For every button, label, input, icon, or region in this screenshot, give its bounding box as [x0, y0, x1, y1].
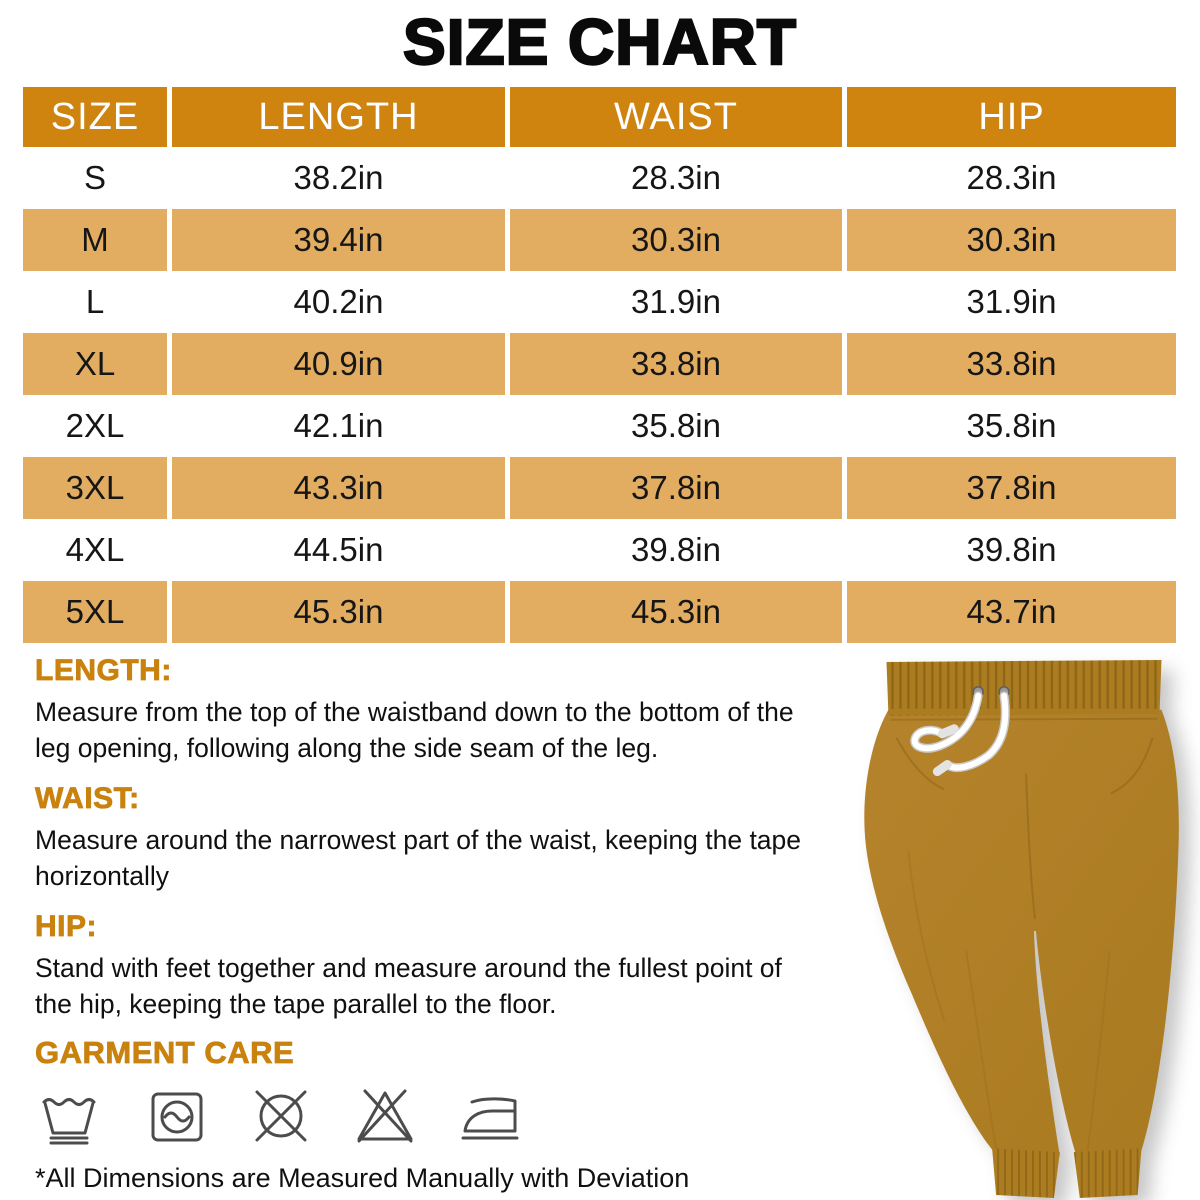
table-cell: 31.9in	[966, 283, 1057, 320]
table-cell: 45.3in	[510, 581, 842, 643]
table-cell: XL	[23, 333, 167, 395]
table-cell: 43.3in	[172, 457, 505, 519]
table-cell: 45.3in	[172, 581, 505, 643]
table-header-cell: HIP	[847, 87, 1176, 147]
length-description: Measure from the top of the waistband do…	[35, 697, 794, 763]
table-cell: 44.5in	[293, 531, 384, 568]
table-cell: 35.8in	[631, 407, 721, 444]
measurement-disclaimer: *All Dimensions are Measured Manually wi…	[35, 1163, 690, 1200]
size-table: SIZE LENGTH WAIST HIP S 38.2in 28.3in 28.3in M 39…	[23, 87, 1176, 643]
pants-product-image	[864, 659, 1179, 1199]
care-icons-row	[35, 1086, 863, 1146]
tumble-dry-icon	[151, 1092, 203, 1142]
hip-heading: HIP:	[35, 910, 97, 944]
table-cell: 30.3in	[847, 209, 1176, 271]
machine-wash-icon	[42, 1098, 96, 1145]
table-cell: 35.8in	[966, 407, 1057, 444]
table-cell: 3XL	[23, 457, 167, 519]
length-heading: LENGTH:	[35, 654, 172, 688]
table-cell: 37.8in	[847, 457, 1176, 519]
hip-description: Stand with feet together and measure aro…	[35, 953, 782, 1019]
table-cell: 4XL	[65, 531, 125, 568]
garment-care-heading: GARMENT CARE	[35, 1035, 295, 1070]
iron-icon	[461, 1097, 519, 1140]
table-cell: S	[83, 159, 106, 196]
table-cell: 33.8in	[510, 333, 842, 395]
table-cell: 40.2in	[293, 283, 384, 320]
table-cell: 2XL	[65, 407, 125, 444]
table-cell: 28.3in	[966, 159, 1057, 196]
do-not-bleach-icon	[357, 1089, 413, 1143]
do-not-dry-clean-icon	[255, 1090, 307, 1142]
table-cell: 28.3in	[631, 159, 721, 196]
waist-description: Measure around the narrowest part of the…	[35, 825, 802, 891]
table-cell: 39.8in	[966, 531, 1057, 568]
table-header-cell: WAIST	[510, 87, 842, 147]
pants-body	[864, 709, 1179, 1157]
table-cell: 43.7in	[847, 581, 1176, 643]
table-cell: 5XL	[23, 581, 167, 643]
table-cell: 38.2in	[293, 159, 384, 196]
waist-heading: WAIST:	[35, 782, 140, 816]
measure-guide: LENGTH: Measure from the top of the wais…	[35, 654, 863, 1200]
page-title: SIZE CHART	[402, 5, 797, 79]
table-header-cell: SIZE	[23, 87, 167, 147]
table-cell: M	[23, 209, 167, 271]
table-cell: 30.3in	[510, 209, 842, 271]
table-cell: 39.8in	[631, 531, 721, 568]
table-cell: 40.9in	[172, 333, 505, 395]
table-cell: 31.9in	[631, 283, 721, 320]
table-cell: L	[85, 283, 105, 320]
table-cell: 42.1in	[293, 407, 384, 444]
drawstring	[910, 691, 1010, 777]
table-cell: 39.4in	[172, 209, 505, 271]
table-header-cell: LENGTH	[172, 87, 505, 147]
table-cell: 33.8in	[847, 333, 1176, 395]
table-cell: 37.8in	[510, 457, 842, 519]
